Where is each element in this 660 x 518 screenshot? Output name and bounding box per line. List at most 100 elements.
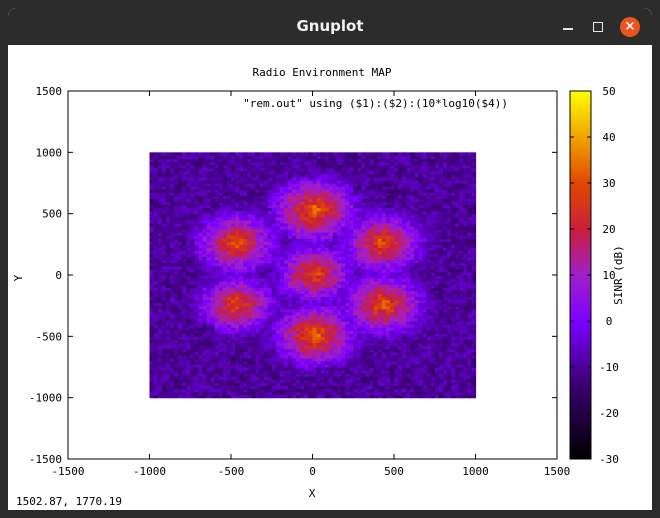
heatmap-cell <box>169 170 175 175</box>
heatmap-cell <box>349 354 354 359</box>
heatmap-cell <box>178 336 183 340</box>
heatmap-cell <box>312 179 318 184</box>
heatmap-cell <box>349 385 354 390</box>
heatmap-cell <box>369 305 375 310</box>
heatmap-cell <box>206 176 212 181</box>
heatmap-cell <box>161 357 167 362</box>
heatmap-cell <box>190 354 195 359</box>
heatmap-cell <box>381 210 387 215</box>
heatmap-cell <box>353 235 358 239</box>
heatmap-cell <box>194 360 199 365</box>
heatmap-cell <box>214 173 220 178</box>
plot-area[interactable]: Radio Environment MAP "rem.out" using ($… <box>8 45 652 510</box>
heatmap-cell <box>239 324 244 328</box>
heatmap-cell <box>153 339 159 344</box>
close-button[interactable]: × <box>620 17 640 37</box>
heatmap-cell <box>316 275 322 279</box>
heatmap-cell <box>251 201 257 206</box>
heatmap-cell <box>283 216 289 221</box>
heatmap-cell <box>267 195 273 199</box>
heatmap-cell <box>218 173 224 178</box>
heatmap-cell <box>173 284 179 288</box>
heatmap-cell <box>385 170 391 175</box>
heatmap-cell <box>288 391 293 396</box>
heatmap-cell <box>336 345 342 350</box>
heatmap-cell <box>173 195 179 199</box>
heatmap-cell <box>316 345 322 350</box>
maximize-button[interactable] <box>586 15 610 39</box>
heatmap-cell <box>345 317 350 322</box>
heatmap-cell <box>190 275 195 279</box>
heatmap-cell <box>308 394 314 399</box>
heatmap-cell <box>157 210 163 215</box>
heatmap-cell <box>394 256 399 261</box>
heatmap-cell <box>332 357 338 362</box>
heatmap-cell <box>398 382 403 386</box>
heatmap-cell <box>369 173 375 178</box>
heatmap-cell <box>389 293 395 298</box>
heatmap-cell <box>235 293 240 298</box>
heatmap-cell <box>239 219 244 224</box>
heatmap-cell <box>349 219 354 224</box>
heatmap-cell <box>279 219 285 224</box>
heatmap-cell <box>279 376 285 380</box>
heatmap-cell <box>349 213 354 218</box>
heatmap-cell <box>214 360 220 365</box>
heatmap-cell <box>186 213 191 218</box>
heatmap-cell <box>263 204 269 209</box>
heatmap-cell <box>255 176 261 181</box>
heatmap-cell <box>222 296 228 301</box>
minimize-button[interactable] <box>556 15 580 39</box>
heatmap-cell <box>186 253 191 258</box>
heatmap-cell <box>361 152 367 156</box>
heatmap-cell <box>165 293 171 298</box>
heatmap-cell <box>389 391 395 396</box>
heatmap-cell <box>251 222 257 227</box>
heatmap-cell <box>288 290 293 294</box>
heatmap-cell <box>251 262 257 267</box>
heatmap-cell <box>231 314 236 319</box>
heatmap-cell <box>173 207 179 212</box>
heatmap-cell <box>226 186 232 190</box>
heatmap-cell <box>190 311 195 316</box>
heatmap-cell <box>320 287 326 291</box>
title-bar[interactable]: Gnuplot × <box>8 8 652 45</box>
heatmap-cell <box>320 278 326 282</box>
heatmap-cell <box>320 339 326 344</box>
heatmap-cell <box>279 210 285 215</box>
heatmap-cell <box>202 293 208 298</box>
heatmap-cell <box>235 207 240 212</box>
heatmap-cell <box>161 158 167 163</box>
heatmap-cell <box>381 360 387 365</box>
heatmap-cell <box>153 348 159 353</box>
heatmap-cell <box>292 207 297 212</box>
heatmap-cell <box>353 308 358 313</box>
heatmap-cell <box>182 275 187 279</box>
heatmap-cell <box>320 311 326 316</box>
heatmap-cell <box>341 241 346 245</box>
heatmap-cell <box>353 265 358 270</box>
sinr-heatmap-chart[interactable]: Radio Environment MAP "rem.out" using ($… <box>8 45 652 510</box>
heatmap-cell <box>214 207 220 212</box>
heatmap-cell <box>275 302 281 307</box>
heatmap-cell <box>304 164 310 169</box>
heatmap-cell <box>149 173 155 178</box>
heatmap-cell <box>247 216 252 221</box>
heatmap-cell <box>202 305 208 310</box>
heatmap-cell <box>235 170 240 175</box>
heatmap-cell <box>231 265 236 270</box>
heatmap-cell <box>361 262 367 267</box>
heatmap-cell <box>320 367 326 371</box>
heatmap-cell <box>235 302 240 307</box>
heatmap-cell <box>247 388 252 393</box>
heatmap-cell <box>190 176 195 181</box>
heatmap-cell <box>373 342 379 347</box>
heatmap-cell <box>308 379 314 383</box>
heatmap-cell <box>247 296 252 301</box>
heatmap-cell <box>300 232 305 236</box>
heatmap-cell <box>206 244 212 248</box>
heatmap-cell <box>402 348 407 353</box>
heatmap-cell <box>190 155 195 160</box>
heatmap-cell <box>190 382 195 386</box>
heatmap-cell <box>324 158 330 163</box>
